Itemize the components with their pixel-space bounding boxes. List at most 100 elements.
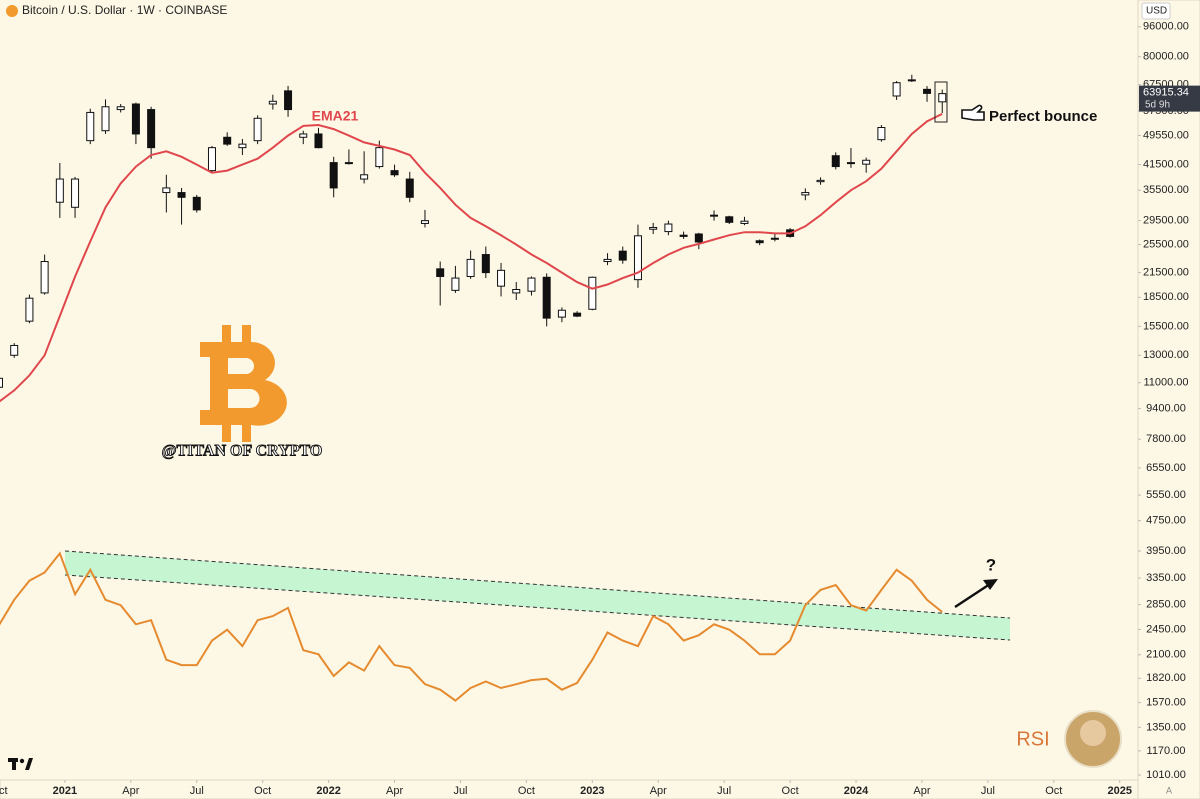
candle-body — [710, 214, 719, 217]
x-tick-label: 2024 — [844, 785, 869, 797]
price-box — [1139, 85, 1200, 112]
candle-body — [831, 155, 840, 168]
x-tick-label: 2025 — [1108, 785, 1132, 797]
candle-body — [162, 187, 171, 194]
candle-body — [512, 289, 521, 294]
y-tick-label: 18500.00 — [1143, 291, 1189, 303]
x-tick-label: Apr — [913, 785, 930, 797]
plot-area — [0, 74, 947, 702]
y-tick-label: 7800.00 — [1146, 433, 1186, 445]
x-tick-label: Apr — [122, 785, 139, 797]
candle-body — [466, 258, 475, 277]
candle-body — [375, 147, 384, 168]
rsi-label: RSI — [1016, 728, 1049, 750]
candle-body — [299, 133, 308, 138]
y-tick-label: 15500.00 — [1143, 320, 1189, 332]
y-tick-label: 80000.00 — [1143, 51, 1189, 63]
x-tick-label: 2023 — [580, 785, 604, 797]
channel-top — [64, 550, 1011, 619]
candle-body — [907, 79, 916, 82]
ema-label: EMA21 — [312, 108, 359, 124]
candle-body — [284, 90, 293, 111]
logo-part — [12, 758, 16, 770]
candle-body — [892, 82, 901, 97]
candle-body — [770, 237, 779, 240]
y-tick-label: 5550.00 — [1146, 489, 1186, 501]
logo-b — [200, 341, 287, 426]
x-tick-label: Jul — [453, 785, 467, 797]
logo-bar — [222, 325, 231, 347]
candle-body — [360, 174, 369, 180]
candle-body — [344, 162, 353, 165]
candle-body — [420, 220, 429, 224]
y-tick-label: 9400.00 — [1146, 402, 1186, 414]
candle-body — [86, 111, 95, 142]
candle-body — [740, 220, 749, 224]
y-tick-label: 2100.00 — [1146, 649, 1186, 661]
candle-body — [603, 258, 612, 263]
watermark: @TITAN OF CRYPTO — [162, 443, 323, 460]
candle-body — [223, 136, 232, 145]
candle-body — [694, 233, 703, 243]
candle-body — [390, 170, 399, 176]
candle-body — [192, 196, 201, 211]
auto-scale: A — [1166, 785, 1172, 795]
candle-body — [725, 216, 734, 223]
arrow-head — [983, 579, 998, 590]
x-tick-label: Oct — [254, 785, 271, 797]
candle-body — [268, 100, 277, 105]
y-tick-label: 96000.00 — [1143, 21, 1189, 33]
y-tick-label: 49550.00 — [1143, 129, 1189, 141]
candle-body — [329, 162, 338, 189]
candle-body — [801, 192, 810, 196]
candle-body — [436, 268, 445, 277]
candle-body — [862, 159, 871, 165]
x-tick-label: Jul — [981, 785, 995, 797]
logo-bar — [242, 420, 251, 442]
candle-body — [527, 277, 536, 292]
x-tick-label: 2022 — [316, 785, 340, 797]
candle-body — [405, 178, 414, 198]
candle-body — [147, 109, 156, 149]
arrow-shaft — [954, 582, 991, 609]
candle-body — [25, 297, 34, 322]
candle-body — [649, 226, 658, 230]
candle-body — [633, 235, 642, 281]
ema-line — [0, 113, 943, 403]
rsi-channel — [64, 550, 1011, 641]
candle-body — [588, 276, 597, 310]
candle-body — [938, 93, 947, 103]
y-tick-label: 13000.00 — [1143, 349, 1189, 361]
y-tick-label: 29500.00 — [1143, 215, 1189, 227]
y-tick-label: 3350.00 — [1146, 572, 1186, 584]
y-tick-label: 35500.00 — [1143, 184, 1189, 196]
symbol-icon — [6, 5, 18, 17]
y-tick-label: 6550.00 — [1146, 462, 1186, 474]
pointing-hand — [961, 104, 985, 121]
x-tick-label: Apr — [386, 785, 403, 797]
x-tick-label: Oct — [1045, 785, 1062, 797]
channel-band — [65, 551, 1010, 640]
candle-body — [238, 143, 247, 149]
logo-part — [25, 758, 33, 770]
highlight-box — [934, 81, 948, 123]
candle-body — [207, 147, 216, 172]
y-tick-label: 1350.00 — [1146, 721, 1186, 733]
y-tick-label: 2450.00 — [1146, 623, 1186, 635]
candle-body — [497, 269, 506, 287]
candle-body — [177, 192, 186, 198]
candle-body — [55, 178, 64, 203]
y-tick-label: 1820.00 — [1146, 672, 1186, 684]
chart-title: Bitcoin / U.S. Dollar · 1W · COINBASE — [22, 3, 227, 17]
logo-bar — [222, 420, 231, 442]
x-tick-label: Oct — [518, 785, 535, 797]
avatar-face — [1080, 720, 1106, 746]
candle-body — [679, 234, 688, 237]
candle-body — [481, 254, 490, 274]
candle-body — [877, 127, 886, 141]
x-tick-label: Oct — [0, 785, 8, 797]
y-tick-label: 1010.00 — [1146, 769, 1186, 781]
y-tick-label: 25500.00 — [1143, 238, 1189, 250]
